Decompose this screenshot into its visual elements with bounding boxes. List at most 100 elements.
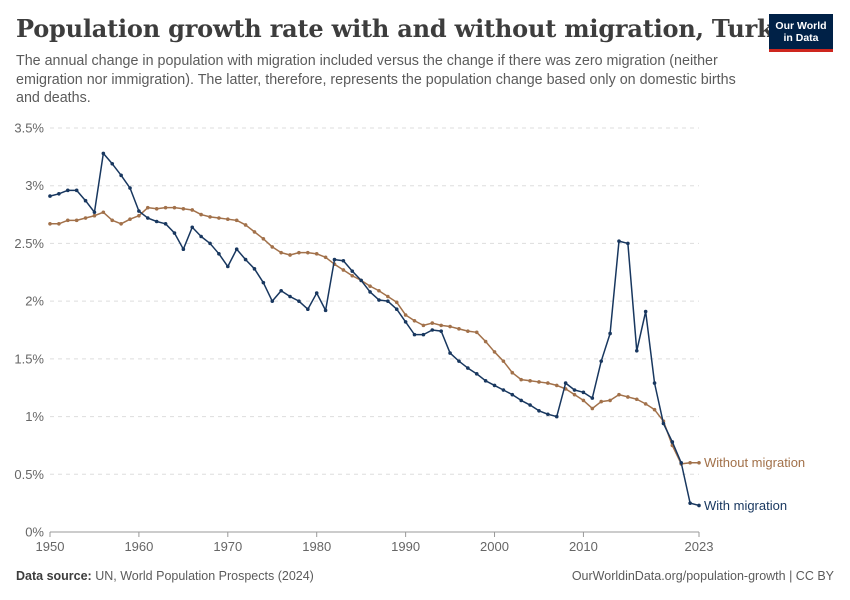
- data-point: [181, 207, 186, 211]
- data-point: [537, 409, 541, 413]
- data-point: [190, 225, 195, 230]
- data-point: [163, 205, 168, 210]
- data-point: [501, 359, 506, 363]
- data-point: [634, 397, 639, 402]
- data-point: [65, 188, 70, 193]
- data-point: [537, 380, 541, 384]
- data-point: [519, 398, 523, 403]
- data-point: [626, 395, 630, 399]
- data-point: [528, 403, 532, 407]
- x-tick-label: 1990: [391, 539, 420, 554]
- data-point: [457, 327, 461, 331]
- series-line-without-migration[interactable]: [50, 206, 699, 465]
- data-point: [137, 209, 141, 213]
- data-point: [466, 366, 470, 370]
- data-point: [172, 231, 177, 235]
- x-tick-label: 1960: [124, 539, 153, 554]
- data-point: [377, 298, 381, 302]
- data-point: [403, 320, 408, 324]
- data-point: [412, 318, 417, 323]
- data-point: [101, 210, 106, 215]
- source-link[interactable]: OurWorldinData.org/population-growth | C…: [571, 569, 834, 583]
- data-point: [323, 308, 328, 313]
- data-point: [128, 217, 132, 221]
- data-point: [181, 247, 186, 251]
- y-tick-label: 0%: [25, 525, 44, 540]
- y-tick-label: 3.5%: [14, 121, 44, 136]
- owid-logo[interactable]: Our World in Data: [769, 14, 833, 52]
- data-point: [190, 208, 195, 212]
- data-point: [483, 339, 488, 344]
- data-point: [350, 273, 355, 278]
- data-point: [101, 151, 106, 156]
- data-point: [137, 213, 141, 218]
- data-point: [501, 388, 506, 392]
- data-point: [519, 377, 523, 382]
- data-point: [430, 328, 435, 332]
- data-point: [341, 258, 346, 263]
- data-point: [243, 223, 248, 227]
- data-point: [608, 398, 612, 403]
- data-point: [608, 331, 612, 336]
- series-lines: [48, 151, 701, 508]
- legend-label[interactable]: Without migration: [704, 455, 805, 470]
- data-point: [154, 219, 159, 224]
- data-point: [403, 313, 408, 317]
- data-point: [581, 390, 586, 395]
- data-point: [590, 406, 595, 411]
- data-point: [652, 407, 657, 412]
- data-point: [261, 237, 266, 241]
- data-point: [421, 332, 426, 337]
- data-point: [546, 412, 550, 417]
- data-source-text[interactable]: UN, World Population Prospects (2024): [95, 569, 314, 583]
- data-point: [581, 398, 586, 403]
- data-point: [341, 268, 346, 272]
- data-point: [92, 210, 97, 215]
- data-point: [563, 381, 568, 385]
- data-point: [679, 460, 684, 465]
- y-tick-label: 3%: [25, 178, 44, 193]
- x-tick-label: 1970: [213, 539, 242, 554]
- data-point: [688, 501, 692, 505]
- data-point: [314, 252, 319, 256]
- data-point: [306, 307, 310, 312]
- data-point: [314, 291, 319, 295]
- data-point: [48, 222, 52, 226]
- data-point: [110, 218, 115, 223]
- data-point: [439, 329, 443, 333]
- x-tick-label: 2000: [480, 539, 509, 554]
- data-point: [617, 239, 621, 243]
- data-point: [163, 222, 168, 226]
- data-point: [572, 388, 577, 392]
- data-point: [448, 324, 452, 329]
- y-tick-label: 0.5%: [14, 467, 44, 482]
- data-point: [154, 207, 159, 211]
- data-point: [643, 309, 648, 314]
- data-point: [172, 205, 177, 210]
- data-point: [466, 329, 470, 333]
- data-point: [394, 307, 399, 312]
- y-tick-label: 1.5%: [14, 351, 44, 366]
- data-point: [128, 186, 132, 190]
- data-point: [48, 194, 52, 198]
- data-point: [234, 218, 239, 223]
- data-point: [252, 230, 257, 234]
- gridlines: [50, 127, 699, 475]
- data-point: [510, 370, 515, 375]
- data-point: [83, 216, 88, 220]
- data-point: [74, 188, 79, 193]
- data-point: [119, 222, 123, 226]
- y-axis-tick-labels: 0% 0.5% 1% 1.5% 2% 2.5% 3% 3.5%: [14, 121, 44, 540]
- data-point: [652, 381, 657, 385]
- data-point: [554, 383, 559, 388]
- legend-label[interactable]: With migration: [704, 498, 787, 513]
- data-point: [412, 332, 417, 337]
- data-point: [92, 213, 97, 218]
- data-point: [599, 399, 604, 404]
- data-point: [634, 348, 639, 353]
- x-tick-label: 2023: [685, 539, 714, 554]
- y-tick-label: 1%: [25, 409, 44, 424]
- x-tick-label: 1950: [36, 539, 65, 554]
- data-point: [430, 321, 435, 325]
